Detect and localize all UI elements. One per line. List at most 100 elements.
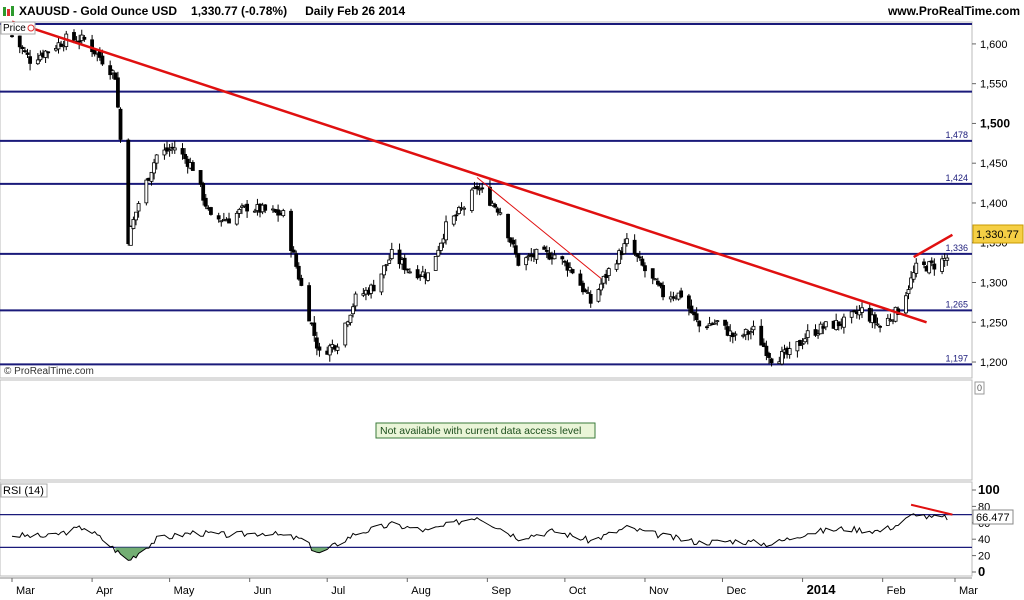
candle-body <box>495 208 500 213</box>
candle-body <box>415 269 420 279</box>
candle-body <box>77 40 82 43</box>
candle-body <box>299 277 304 286</box>
candle-body <box>128 226 133 246</box>
candle-body <box>438 242 443 251</box>
candle-body <box>511 239 516 245</box>
candle-body <box>909 277 913 289</box>
x-tick-label: Dec <box>726 585 746 597</box>
rsi-label-box[interactable] <box>0 483 48 498</box>
price-label-box[interactable] <box>0 21 36 35</box>
candle-body <box>805 330 810 338</box>
candle-body <box>433 255 438 271</box>
candle-body <box>842 316 846 328</box>
x-tick-label: Feb <box>887 585 906 597</box>
price-tick-label: 1,500 <box>980 116 1010 130</box>
candle-body <box>113 72 118 80</box>
candle-body <box>498 212 503 215</box>
price-candles <box>10 29 950 367</box>
candle-body <box>922 261 926 265</box>
candle-body <box>245 203 250 212</box>
candle-body <box>201 183 206 201</box>
candle-body <box>307 285 312 322</box>
rsi-y-axis: 100806040200 <box>972 482 1000 579</box>
rsi-tick-label: 20 <box>978 551 990 563</box>
rsi-tick-label: 40 <box>978 534 990 546</box>
period-and-date: Daily Feb 26 2014 <box>305 4 406 18</box>
candle-body <box>741 334 746 337</box>
price-settings-icon[interactable] <box>27 24 35 32</box>
rsi-current-tag <box>972 509 1014 525</box>
candle-body <box>475 186 479 190</box>
candle-body <box>534 248 539 260</box>
candle-body <box>552 254 557 260</box>
candle-body <box>640 258 645 266</box>
candle-body <box>90 39 94 53</box>
trendline-thin[interactable] <box>476 177 602 279</box>
candle-body <box>568 267 572 271</box>
website-label[interactable]: www.ProRealTime.com <box>887 4 1020 18</box>
candle-body <box>767 352 771 358</box>
candle-body <box>198 170 203 185</box>
candle-body <box>82 36 87 40</box>
candle-body <box>764 345 769 357</box>
price-tick-label: 1,300 <box>980 277 1008 289</box>
candle-body <box>821 326 826 329</box>
candle-body <box>154 154 159 164</box>
candle-body <box>152 162 156 174</box>
candle-body <box>601 275 606 284</box>
candle-body <box>379 273 384 293</box>
candle-body <box>389 249 394 259</box>
level-value-label: 1,478 <box>945 130 968 140</box>
candle-body <box>480 187 485 190</box>
candle-body <box>382 265 386 276</box>
candle-body <box>689 305 694 314</box>
candle-body <box>28 56 32 64</box>
candle-body <box>622 243 627 254</box>
header-left: XAUUSD - Gold Ounce USD 1,330.77 (-0.78%… <box>2 4 405 18</box>
x-tick-label: Aug <box>411 585 431 597</box>
candle-body <box>190 162 195 171</box>
candle-body <box>118 108 123 140</box>
candle-body <box>878 325 882 328</box>
candle-body <box>780 351 784 365</box>
candle-body <box>172 147 177 151</box>
unavailable-message: Not available with current data access l… <box>380 425 581 437</box>
candle-body <box>860 307 864 313</box>
chart-header: XAUUSD - Gold Ounce USD 1,330.77 (-0.78%… <box>0 0 1024 22</box>
trendline-main[interactable] <box>11 20 927 324</box>
watermark: © ProRealTime.com <box>4 366 94 377</box>
candle-body <box>694 313 699 321</box>
candle-body <box>100 55 105 65</box>
unavailable-message-box <box>375 422 596 439</box>
candle-body <box>818 323 823 335</box>
candle-body <box>131 219 136 229</box>
candle-body <box>345 321 350 326</box>
rsi-panel[interactable] <box>0 481 973 577</box>
candle-body <box>126 139 131 245</box>
candle-body <box>167 149 172 151</box>
candle-body <box>875 323 880 326</box>
candle-body <box>493 204 498 208</box>
candle-body <box>234 212 239 225</box>
instrument-icon <box>3 5 14 16</box>
candle-body <box>457 207 461 214</box>
candle-body <box>454 214 459 217</box>
trendline-recent[interactable] <box>913 233 954 259</box>
candle-body <box>596 289 601 302</box>
candle-body <box>35 59 40 65</box>
indicator-panel[interactable] <box>0 379 973 481</box>
candle-body <box>384 263 389 266</box>
rsi-current-value: 66.477 <box>976 512 1010 524</box>
candle-body <box>263 204 268 211</box>
price-panel[interactable] <box>0 21 973 379</box>
candle-body <box>407 271 412 274</box>
candle-body <box>733 333 738 336</box>
candle-body <box>227 218 231 224</box>
candle-body <box>578 273 583 286</box>
indicator-scale-label: 0 <box>977 383 982 393</box>
x-tick-label: Jun <box>254 585 272 597</box>
candle-body <box>110 70 115 74</box>
price-panel-label: Price <box>3 23 26 34</box>
candle-body <box>335 346 340 351</box>
